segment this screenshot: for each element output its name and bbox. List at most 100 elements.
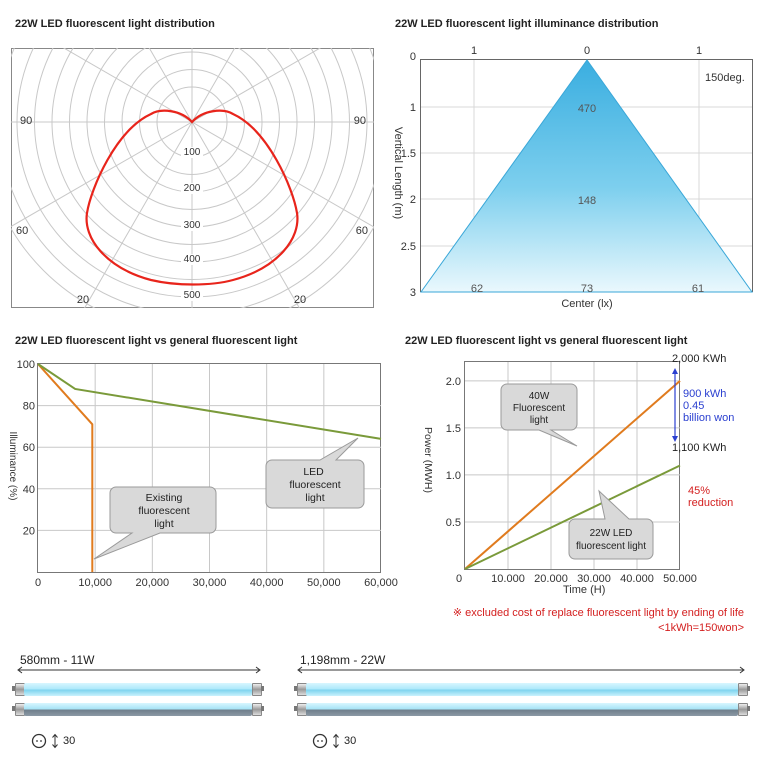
illum-angle-note: 150deg. — [705, 72, 745, 84]
power-x-tick: 0 — [456, 573, 462, 582]
footnote-line-1: ※ excluded cost of replace fluorescent l… — [452, 607, 744, 619]
polar-radial-label: 100 — [184, 147, 201, 158]
diameter-icon — [31, 733, 58, 749]
life-x-tick: 60,000 — [364, 577, 398, 589]
power-x-tick: 50,000 — [663, 573, 697, 582]
illum-y-tick: 2.5 — [401, 241, 416, 253]
polar-chart: 100 200 300 400 500 90 90 60 60 20 20 — [11, 48, 374, 308]
illum-value-label: 148 — [578, 195, 596, 207]
polar-radial-label: 200 — [184, 183, 201, 194]
power-chart: Power (MWH) 2.0 1.5 1.0 0.5 0 10,000 20,000 30,… — [422, 361, 697, 582]
power-x-tick: 40,000 — [620, 573, 654, 582]
long-tube-bottom — [294, 702, 750, 717]
illum-value-label: 470 — [578, 103, 596, 115]
life-y-axis-label: Illuminance (%) — [7, 432, 18, 501]
illum-chart: Vertical Length (m) 1 0 1 0 1 1.5 2 2.5 … — [392, 45, 753, 310]
fluorescent-40w-series — [464, 380, 681, 570]
existing-callout-text: Existing fluorescent light — [138, 492, 189, 530]
led-22w-callout-text: 22W LED fluorescent light — [576, 528, 646, 552]
life-x-tick: 20,000 — [136, 577, 170, 589]
illum-y-axis-label: Vertical Length (m) — [392, 127, 404, 219]
polar-angle-label: 90 — [20, 115, 32, 127]
life-x-tick: 40,000 — [250, 577, 284, 589]
short-tube-dimension-arrow — [17, 666, 261, 674]
life-x-tick: 0 — [35, 577, 41, 589]
long-tube-label: 1,198mm - 22W — [300, 653, 386, 667]
short-tube-bottom — [12, 702, 264, 717]
illum-y-tick: 1.5 — [401, 148, 416, 160]
power-x-tick: 30,000 — [577, 573, 611, 582]
illum-top-tick: 0 — [584, 45, 590, 57]
existing-fluorescent-series — [37, 363, 94, 572]
life-x-tick: 10,000 — [78, 577, 112, 589]
polar-angle-label: 90 — [354, 115, 366, 127]
illum-value-label: 73 — [581, 283, 593, 295]
polar-grid-spoke — [62, 48, 193, 123]
footnote-line-2: <1kWh=150won> — [658, 622, 744, 634]
power-y-axis-label: Power (MWH) — [422, 427, 434, 493]
short-tube-diameter-value: 30 — [63, 735, 76, 747]
illum-y-tick: 3 — [410, 287, 416, 299]
illum-top-tick: 1 — [471, 45, 477, 57]
life-y-tick: 20 — [23, 525, 35, 537]
label-1100-kwh: 1,100 KWh — [672, 442, 727, 454]
saving-annotation: 900 kWh 0.45 billion won — [683, 388, 734, 424]
saving-unit: billion won — [683, 412, 735, 424]
power-x-axis-label: Time (H) — [563, 584, 606, 596]
power-x-tick: 20,000 — [534, 573, 568, 582]
reduction-word: reduction — [688, 497, 734, 509]
long-tube-dimension-arrow — [297, 666, 745, 674]
polar-angle-label: 60 — [16, 225, 28, 237]
polar-distribution-curve — [85, 109, 299, 286]
footnote: ※ excluded cost of replace fluorescent l… — [434, 606, 744, 636]
polar-grid-spoke — [148, 48, 193, 123]
led-fluorescent-series — [37, 363, 382, 440]
saving-amount: 0.45 — [683, 400, 705, 412]
polar-radial-label-bg — [181, 254, 203, 265]
polar-radial-label-bg — [181, 183, 203, 194]
illum-value-label: 61 — [692, 283, 704, 295]
polar-grid-spoke — [191, 121, 300, 308]
power-y-tick: 2.0 — [446, 376, 461, 388]
led-22w-callout: 22W LED fluorescent light — [568, 489, 654, 560]
polar-radial-label-bg — [181, 220, 203, 231]
power-y-tick: 1.0 — [446, 470, 461, 482]
reduction-annotation: 45% reduction — [688, 485, 733, 509]
life-chart: Illuminance (%) 100 80 60 40 20 0 10,000 20,000… — [7, 359, 398, 589]
polar-grid-spoke — [191, 121, 374, 228]
polar-title: 22W LED fluorescent light distribution — [15, 18, 215, 30]
reduction-percent: 45% — [688, 485, 711, 497]
polar-angle-label: 20 — [294, 294, 306, 306]
polar-grid-spoke — [84, 121, 193, 308]
power-y-tick: 0.5 — [446, 517, 461, 529]
led-callout-text: LED fluorescent light — [289, 466, 340, 504]
illum-x-axis-label: Center (lx) — [561, 298, 612, 310]
illum-value-label: 62 — [471, 283, 483, 295]
short-tube-top — [12, 682, 264, 697]
illum-y-tick: 0 — [410, 51, 416, 63]
illum-y-tick: 2 — [410, 194, 416, 206]
polar-grid-spoke — [11, 121, 193, 228]
life-y-tick: 80 — [23, 401, 35, 413]
life-y-tick: 60 — [23, 442, 35, 454]
illum-y-tick: 1 — [410, 102, 416, 114]
saving-range-arrow — [672, 368, 678, 442]
life-x-tick: 50,000 — [307, 577, 341, 589]
power-x-tick: 10,000 — [491, 573, 525, 582]
power-y-tick: 1.5 — [446, 423, 461, 435]
polar-radial-label-bg — [181, 147, 203, 158]
fluorescent-40w-callout: 40W Fluorescent light — [500, 383, 578, 447]
life-y-tick: 40 — [23, 484, 35, 496]
long-tube-diameter-value: 30 — [344, 735, 357, 747]
led-22w-series — [464, 464, 681, 570]
illum-title: 22W LED fluorescent light illuminance di… — [395, 18, 659, 30]
long-tube-diameter: 30 — [312, 733, 356, 749]
polar-radial-label: 400 — [184, 254, 201, 265]
led-callout: LED fluorescent light — [265, 437, 365, 509]
existing-callout: Existing fluorescent light — [93, 486, 217, 560]
label-2000-kwh: 2,000 KWh — [672, 353, 727, 365]
illum-beam-triangle — [420, 59, 753, 293]
polar-radial-label: 500 — [184, 290, 201, 301]
fluorescent-40w-callout-text: 40W Fluorescent light — [513, 391, 565, 426]
life-title: 22W LED fluorescent light vs general flu… — [15, 335, 298, 347]
